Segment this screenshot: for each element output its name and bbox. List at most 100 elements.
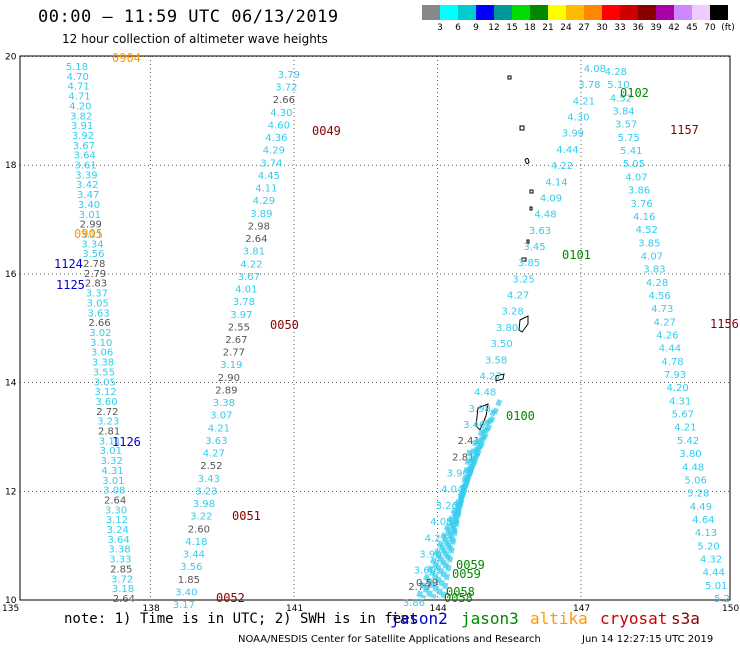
wave-height-value: 4.26	[656, 331, 678, 342]
wave-height-value: 3.45	[523, 242, 545, 253]
wave-height-value: 3.97	[230, 310, 252, 321]
mission-label: s3a	[671, 609, 700, 628]
wave-height-value: 4.27	[507, 291, 529, 302]
island-outline	[475, 403, 489, 431]
wave-height-value: 4.13	[695, 528, 717, 539]
wave-height-value: 4.27	[654, 317, 676, 328]
x-tick-label: 141	[286, 604, 303, 614]
wave-height-value: 3.80	[679, 449, 701, 460]
x-tick-label: 144	[430, 604, 447, 614]
legend-swatch	[422, 5, 440, 20]
wave-height-value: 0.59	[416, 578, 438, 589]
wave-height-value: 2.99	[80, 220, 102, 231]
wave-height-value: 4.31	[101, 466, 123, 477]
legend-label: 33	[614, 23, 626, 33]
wave-height-value: 3.23	[195, 486, 217, 497]
wave-height-value: 3.60	[414, 566, 436, 577]
time-label: 0052	[216, 591, 245, 605]
legend-swatch	[512, 5, 530, 20]
wave-height-value: 3.38	[108, 545, 130, 556]
wave-height-value: 3.98	[193, 499, 215, 510]
wave-height-value: 2.60	[188, 524, 210, 535]
wave-height-value: 3.84	[612, 107, 634, 118]
wave-height-value: 4.32	[700, 554, 722, 565]
wave-height-value: 3.60	[95, 397, 117, 408]
legend-label: 70	[704, 23, 716, 33]
wave-height-value: 2.85	[110, 564, 132, 575]
wave-height-value: 3.86	[403, 598, 425, 609]
wave-height-value: 4.04	[441, 485, 463, 496]
wave-height-value: 3.28	[501, 307, 523, 318]
wave-height-value: 4.71	[67, 82, 89, 93]
wave-height-value: 2.78	[83, 259, 105, 270]
y-tick-label: 20	[5, 53, 17, 63]
legend-label: 21	[542, 23, 554, 33]
wave-height-value: 3.56	[180, 562, 202, 573]
wave-height-value: 3.99	[562, 129, 584, 140]
legend-label: 45	[686, 23, 698, 33]
wave-height-value: 5.67	[672, 410, 694, 421]
time-label: 1157	[670, 123, 699, 137]
wave-height-value: 4.20	[667, 383, 689, 394]
wave-height-value: 3.85	[518, 258, 540, 269]
wave-height-value: 4.01	[235, 285, 257, 296]
wave-height-value: 4.48	[474, 388, 496, 399]
time-label: 0058	[446, 585, 475, 599]
wave-height-value: 5.18	[66, 62, 88, 73]
wave-height-value: 4.09	[540, 193, 562, 204]
wave-height-value: 2.81	[452, 452, 474, 463]
wave-height-value: 3.46	[463, 420, 485, 431]
note-text: note: 1) Time is in UTC; 2) SWH is in fe…	[64, 611, 419, 627]
wave-height-value: 3.63	[205, 436, 227, 447]
time-label: 0059	[452, 567, 481, 581]
wave-height-value: 4.48	[534, 210, 556, 221]
wave-height-value: 3.57	[615, 120, 637, 131]
wave-height-value: 3.72	[111, 574, 133, 585]
wave-height-value: 3.64	[74, 151, 96, 162]
wave-height-value: 3.12	[106, 515, 128, 526]
wave-height-value: 3.83	[643, 265, 665, 276]
wave-height-value: 3.55	[93, 367, 115, 378]
legend-label: 9	[473, 23, 479, 33]
x-tick-label: 135	[2, 604, 19, 614]
wave-height-value: 2.83	[85, 279, 107, 290]
wave-height-value: 5.75	[618, 133, 640, 144]
wave-height-value: 1.85	[178, 575, 200, 586]
wave-height-value: 3.25	[512, 274, 534, 285]
wave-height-value: 5.06	[685, 475, 707, 486]
wave-height-value: 4.08	[430, 517, 452, 528]
wave-height-value: 3.92	[72, 131, 94, 142]
island-outline	[519, 125, 525, 131]
wave-height-value: 4.21	[674, 423, 696, 434]
wave-height-value: 2.72	[96, 407, 118, 418]
dense-track-streak	[440, 449, 473, 599]
axis-labels: 135 138 141 144 147 150 10 12 14 16 18 20	[2, 53, 739, 615]
wave-height-value: 4.36	[265, 133, 287, 144]
y-tick-label: 14	[5, 379, 17, 389]
wave-height-value: 4.21	[208, 423, 230, 434]
legend-swatch	[620, 5, 638, 20]
wave-height-value: 3.89	[250, 209, 272, 220]
wave-height-value: 3.39	[75, 170, 97, 181]
wave-height-value: 3.17	[173, 600, 195, 611]
wave-height-value: 4.71	[68, 92, 90, 103]
wave-height-value: 3.67	[238, 272, 260, 283]
wave-height-value: 3.34	[81, 239, 103, 250]
legend-swatch	[692, 5, 710, 20]
legend-swatch	[584, 5, 602, 20]
credit-text: NOAA/NESDIS Center for Satellite Applica…	[238, 634, 541, 645]
wave-height-value: 4.52	[636, 225, 658, 236]
legend-swatch	[710, 5, 728, 20]
wave-height-value: 2.66	[273, 95, 295, 106]
wave-height-value: 4.44	[659, 344, 681, 355]
wave-height-value: 2.98	[248, 221, 270, 232]
wave-height-value: 2.55	[228, 322, 250, 333]
wave-height-value: 3.23	[97, 417, 119, 428]
island-outline	[507, 75, 512, 80]
wave-height-value: 3.06	[91, 348, 113, 359]
mission-label: jason2	[390, 609, 448, 628]
dense-track-streak	[435, 439, 479, 599]
wave-height-value: 3.79	[278, 70, 300, 81]
wave-height-value: 5.28	[687, 489, 709, 500]
